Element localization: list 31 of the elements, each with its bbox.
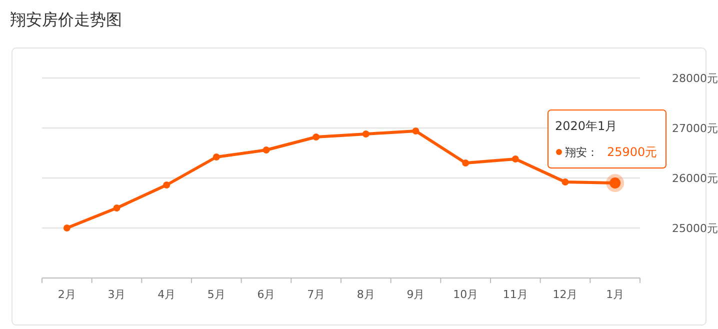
- x-tick-label: 8月: [356, 288, 375, 301]
- x-tick-label: 12月: [552, 288, 578, 301]
- x-tick-label: 7月: [307, 288, 326, 301]
- point: [312, 134, 320, 140]
- data-label: 25900元: [607, 145, 658, 159]
- y-tick-label: 28000元: [672, 72, 718, 85]
- x-tick-label: 10月: [453, 288, 478, 301]
- x-tick-label: 9月: [406, 288, 425, 301]
- x-tick-label: 5月: [207, 288, 226, 301]
- point: [512, 156, 519, 162]
- point: [212, 154, 220, 160]
- y-tick-label: 26000元: [672, 172, 718, 185]
- annotation: 2020年1月: [555, 119, 618, 133]
- x-tick-label: 4月: [158, 288, 176, 301]
- point: [113, 204, 120, 212]
- x-tick-label: 1月: [606, 288, 624, 301]
- point: [462, 160, 470, 166]
- point: [262, 146, 270, 154]
- chart-title: 翔安房价走势图: [10, 10, 122, 29]
- legend-label: 翔安：: [565, 146, 598, 159]
- x-tick-label: 6月: [257, 288, 276, 301]
- point: [63, 224, 70, 232]
- x-tick-label: 3月: [108, 288, 126, 301]
- point: [412, 128, 420, 134]
- point: [362, 130, 370, 138]
- x-tick-label: 11月: [502, 288, 528, 301]
- point: [163, 182, 170, 188]
- y-tick-label: 27000元: [672, 122, 718, 135]
- point: [562, 178, 569, 186]
- x-tick-label: 2月: [58, 288, 76, 301]
- y-tick-label: 25000元: [672, 222, 718, 235]
